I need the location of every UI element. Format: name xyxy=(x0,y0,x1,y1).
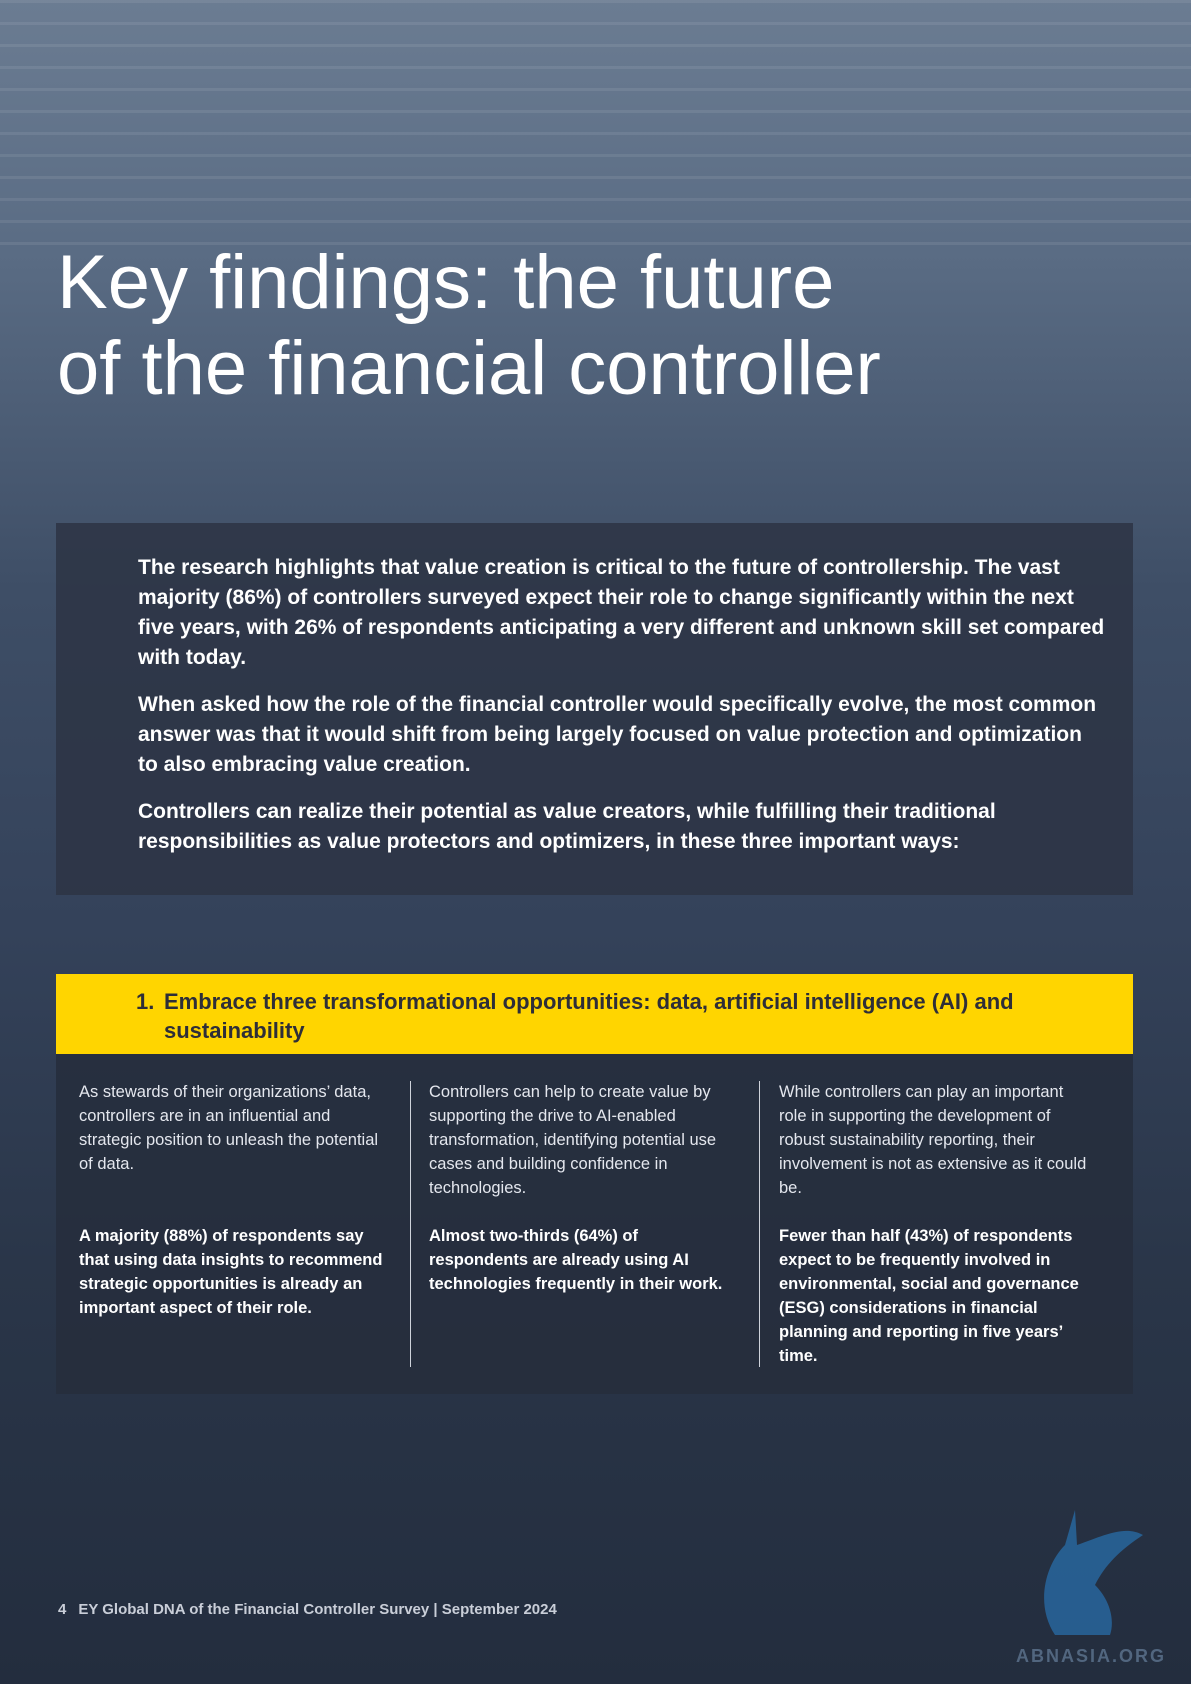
intro-box: The research highlights that value creat… xyxy=(56,523,1133,895)
column-highlight: Almost two-thirds (64%) of respondents a… xyxy=(429,1227,723,1293)
divider xyxy=(410,1081,411,1367)
column-text: As stewards of their organizations’ data… xyxy=(79,1083,379,1173)
column: As stewards of their organizations’ data… xyxy=(79,1080,391,1320)
logo-shape xyxy=(1044,1510,1143,1635)
watermark: ABNASIA.ORG xyxy=(1016,1646,1167,1666)
column-text: While controllers can play an important … xyxy=(779,1083,1087,1197)
divider xyxy=(759,1081,760,1367)
footer: 4 EY Global DNA of the Financial Controll… xyxy=(58,1601,569,1618)
title-line: Key findings: the future xyxy=(57,240,835,325)
section-heading: Embrace three transformational opportuni… xyxy=(164,989,1014,1043)
intro-paragraph: The research highlights that value creat… xyxy=(138,556,1105,669)
column-highlight: A majority (88%) of respondents say that… xyxy=(79,1227,383,1317)
intro-paragraph: When asked how the role of the financial… xyxy=(138,693,1097,776)
page-number: 4 xyxy=(58,1601,67,1618)
column: While controllers can play an important … xyxy=(779,1080,1091,1368)
section-number: 1. xyxy=(136,989,155,1014)
title-line: of the financial controller xyxy=(57,326,881,411)
section-bar: 1. Embrace three transformational opport… xyxy=(56,974,1133,1054)
footer-text: EY Global DNA of the Financial Controlle… xyxy=(78,1601,557,1618)
watermark-logo xyxy=(1044,1510,1143,1635)
column-highlight: Fewer than half (43%) of respondents exp… xyxy=(779,1227,1079,1365)
background-texture xyxy=(0,0,1191,260)
column-text: Controllers can help to create value by … xyxy=(429,1083,717,1197)
column: Controllers can help to create value by … xyxy=(429,1080,741,1296)
intro-paragraph: Controllers can realize their potential … xyxy=(138,800,996,853)
columns-box: As stewards of their organizations’ data… xyxy=(56,1054,1133,1394)
page-title: Key findings: the future of the financial… xyxy=(57,240,881,412)
